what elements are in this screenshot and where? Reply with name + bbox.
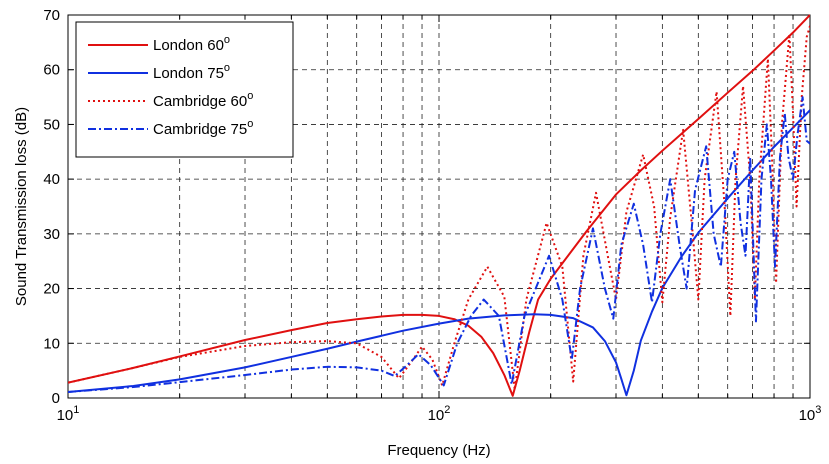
x-axis-title: Frequency (Hz) (387, 442, 490, 459)
legend-label-degree: o (224, 62, 230, 74)
grid (68, 15, 810, 398)
legend-label-name: Cambridge 60 (153, 93, 247, 110)
series-line-0 (68, 14, 810, 397)
legend-label-name: London 75 (153, 65, 224, 82)
axis-ticks (68, 14, 810, 399)
y-axis-title: Sound Transmission loss (dB) (13, 107, 30, 306)
legend-label-name: Cambridge 75 (153, 121, 247, 138)
x-axis-tick-labels: 101 102 103 (57, 404, 822, 424)
y-tick-label: 70 (43, 7, 60, 24)
series-line-2 (68, 25, 810, 391)
x-tick-exponent: 1 (73, 404, 79, 416)
legend-label-degree: o (247, 90, 253, 102)
legend-label-degree: o (247, 118, 253, 130)
legend-label: Cambridge 75o (153, 118, 253, 138)
legend-label-name: London 60 (153, 37, 224, 54)
y-tick-label: 20 (43, 281, 60, 298)
y-tick-label: 40 (43, 171, 60, 188)
x-tick-base: 10 (428, 407, 445, 424)
y-tick-label: 10 (43, 335, 60, 352)
y-tick-label: 30 (43, 226, 60, 243)
legend-label: London 60o (153, 34, 230, 54)
x-tick-base: 10 (799, 407, 816, 424)
y-axis-tick-labels: 0 10 20 30 40 50 60 70 (43, 7, 60, 407)
x-tick-base: 10 (57, 407, 74, 424)
y-tick-label: 0 (52, 390, 60, 407)
legend-label: Cambridge 60o (153, 90, 253, 110)
x-tick-exponent: 3 (815, 404, 821, 416)
x-tick-exponent: 2 (444, 404, 450, 416)
legend-label-degree: o (224, 34, 230, 46)
y-tick-label: 50 (43, 116, 60, 133)
series-line-3 (68, 96, 810, 393)
series-layer (68, 14, 810, 397)
x-tick-label: 103 (799, 404, 822, 424)
series-line-1 (68, 109, 810, 397)
x-tick-label: 101 (57, 404, 80, 424)
x-tick-label: 102 (428, 404, 451, 424)
legend-label: London 75o (153, 62, 230, 82)
y-tick-label: 60 (43, 62, 60, 79)
